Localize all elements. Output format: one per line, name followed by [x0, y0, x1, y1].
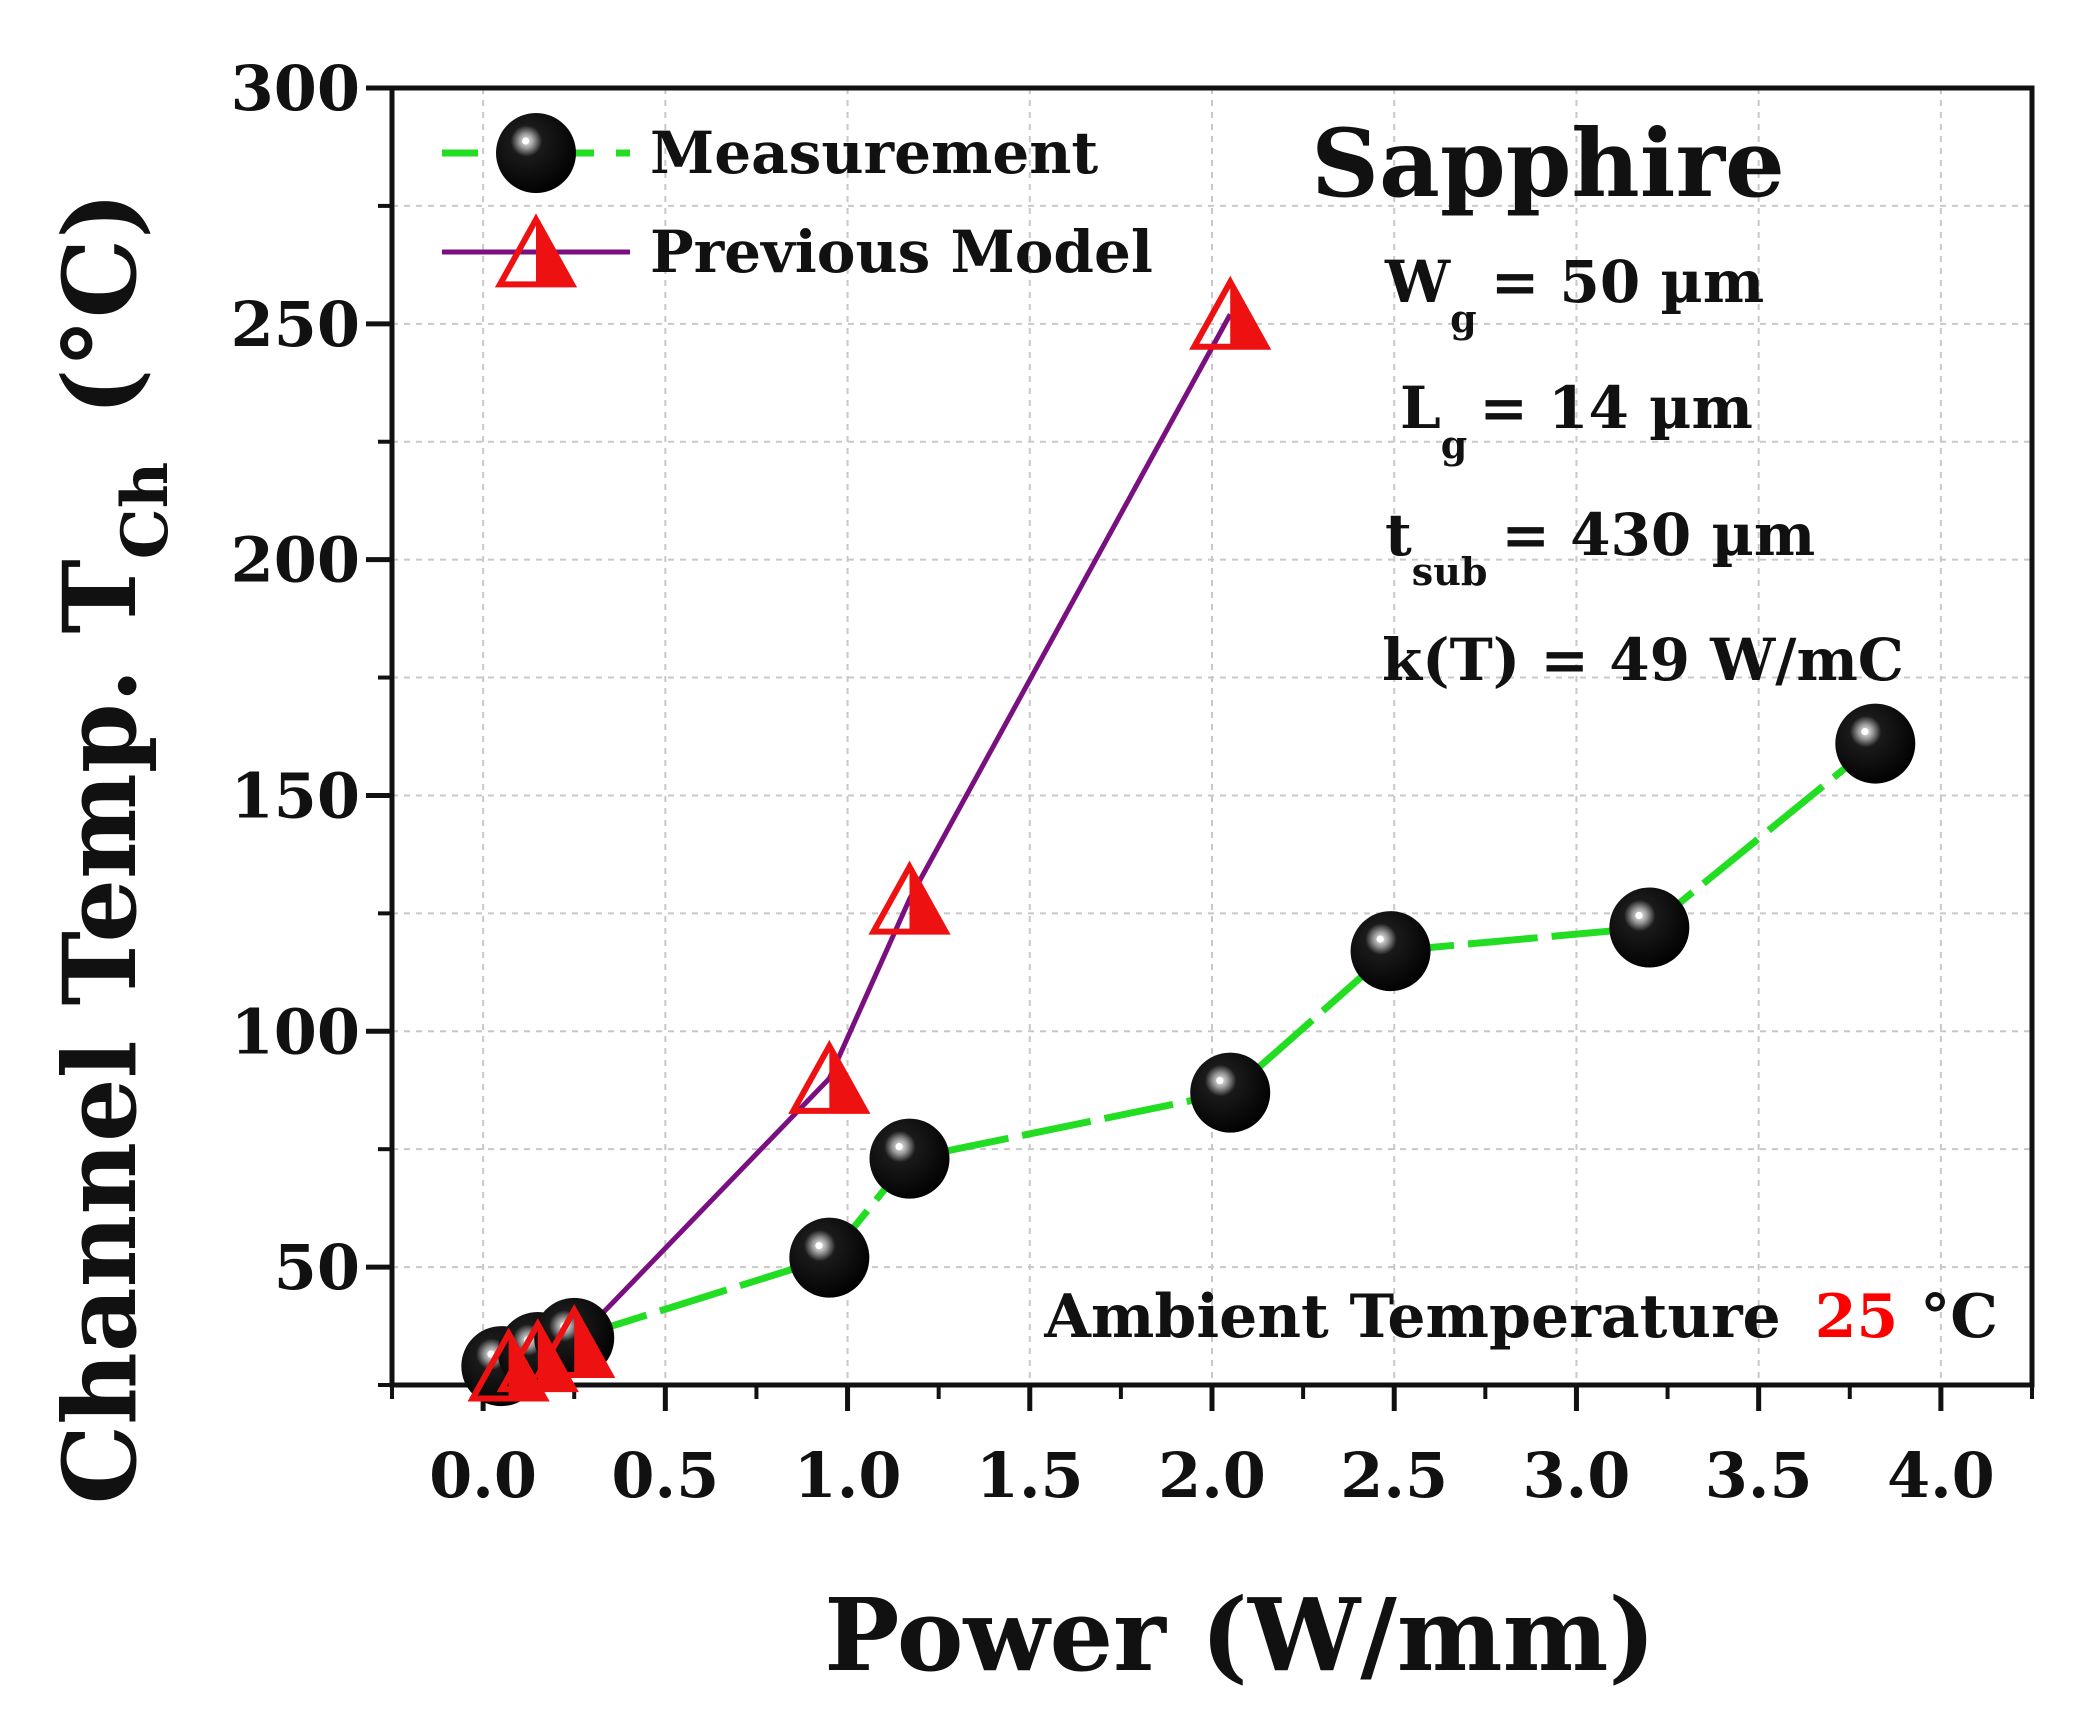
- param-tsub-sub: sub: [1412, 549, 1488, 594]
- measurement-point: [1350, 911, 1431, 992]
- y-tick-label: 150: [231, 759, 360, 832]
- y-tick-label: 250: [231, 288, 360, 361]
- sphere-highlight: [487, 1350, 495, 1358]
- y-tick-label: 100: [231, 995, 360, 1068]
- param-lg-sub: g: [1441, 422, 1468, 467]
- sphere-highlight: [1861, 727, 1869, 736]
- sphere-highlight: [1635, 911, 1643, 920]
- grid: [392, 87, 2032, 1386]
- ticks: 0.0 0.5 1.0 1.5 2.0 2.5 3.0 3.5 4.0 50 100 150 200 25…: [231, 52, 2034, 1512]
- x-tick-label: 4.0: [1887, 1439, 1995, 1512]
- x-tick-label: 3.0: [1523, 1439, 1631, 1512]
- triangle-outline: [467, 1327, 550, 1402]
- y-axis-title-sub: Ch: [108, 462, 183, 559]
- x-tick-label: 0.0: [429, 1439, 537, 1512]
- measurement-point: [869, 1118, 950, 1199]
- legend-model-label: Previous Model: [650, 218, 1153, 286]
- legend-measurement-marker: [496, 113, 576, 193]
- sphere-body: [1190, 1052, 1271, 1133]
- measurement-point: [1190, 1052, 1271, 1133]
- y-tick-label: 50: [274, 1231, 360, 1304]
- ambient-unit: °C: [1920, 1282, 1998, 1352]
- triangle-outline: [868, 860, 951, 935]
- x-tick-label: 3.5: [1705, 1439, 1813, 1512]
- param-wg-sub: g: [1450, 296, 1477, 341]
- param-k: k(T) = 49 W/mC: [1382, 626, 1904, 694]
- measurement-line: [500, 740, 1878, 1370]
- previous-model-line: [507, 313, 1233, 1369]
- param-lg-value: = 14 µm: [1479, 374, 1753, 442]
- ambient-value: 25: [1815, 1282, 1899, 1352]
- measurement-point: [1835, 703, 1916, 784]
- previous-model-point: [1189, 275, 1272, 350]
- x-tick-label: 1.5: [976, 1439, 1084, 1512]
- sphere-body: [1350, 911, 1431, 992]
- series: [461, 275, 1916, 1407]
- chart-title: Sapphire: [1311, 109, 1785, 219]
- triangle-outline: [494, 213, 578, 288]
- measurement-point: [1609, 887, 1690, 968]
- triangle-outline: [788, 1039, 871, 1114]
- sphere-highlight: [522, 137, 530, 145]
- sphere-body: [869, 1118, 950, 1199]
- sphere-body: [1835, 703, 1916, 784]
- sphere-body: [1609, 887, 1690, 968]
- sphere-highlight: [1216, 1076, 1224, 1085]
- sphere-body: [496, 113, 576, 193]
- param-lg: Lg= 14 µm: [1400, 374, 1753, 467]
- ambient-label: Ambient Temperature 25 °C: [1043, 1282, 1998, 1352]
- sphere-highlight: [1376, 935, 1384, 943]
- previous-model-point: [868, 860, 951, 935]
- legend-model-marker: [494, 213, 578, 288]
- annotations: Sapphire Wg = 50 µm Lg= 14 µm tsub = 430 µ…: [1043, 109, 1998, 1352]
- triangle-outline: [533, 1303, 616, 1378]
- param-tsub-value: = 430 µm: [1501, 501, 1815, 569]
- param-wg-value: = 50 µm: [1491, 248, 1765, 316]
- y-axis-title-unit: (°C): [41, 192, 159, 416]
- x-tick-label: 1.0: [794, 1439, 902, 1512]
- param-lg-symbol: L: [1400, 374, 1441, 442]
- legend: Measurement Previous Model: [442, 113, 1153, 288]
- x-tick-label: 2.0: [1158, 1439, 1266, 1512]
- measurement-point: [789, 1217, 870, 1298]
- param-wg: Wg = 50 µm: [1384, 248, 1764, 341]
- x-tick-label: 2.5: [1340, 1439, 1448, 1512]
- param-tsub-symbol: t: [1385, 501, 1412, 569]
- legend-measurement-label: Measurement: [650, 119, 1098, 187]
- x-tick-label: 0.5: [611, 1439, 719, 1512]
- triangle-outline: [1189, 275, 1272, 350]
- y-tick-label: 300: [231, 52, 360, 125]
- sphere-body: [789, 1217, 870, 1298]
- x-axis-title: Power (W/mm): [824, 1576, 1656, 1694]
- previous-model-point: [788, 1039, 871, 1114]
- sphere-highlight: [815, 1242, 823, 1250]
- previous-model-point: [533, 1303, 616, 1378]
- ambient-prefix: Ambient Temperature: [1043, 1282, 1780, 1352]
- y-tick-label: 200: [231, 524, 360, 597]
- previous-model-point: [467, 1327, 550, 1402]
- sphere-highlight: [895, 1143, 903, 1151]
- param-wg-symbol: W: [1384, 248, 1451, 316]
- param-tsub: tsub = 430 µm: [1385, 501, 1815, 594]
- y-axis-title-main: Channel Temp. T: [41, 559, 159, 1504]
- y-axis-title: Channel Temp. TCh (°C): [41, 192, 183, 1505]
- triangle-outline: [496, 1318, 579, 1393]
